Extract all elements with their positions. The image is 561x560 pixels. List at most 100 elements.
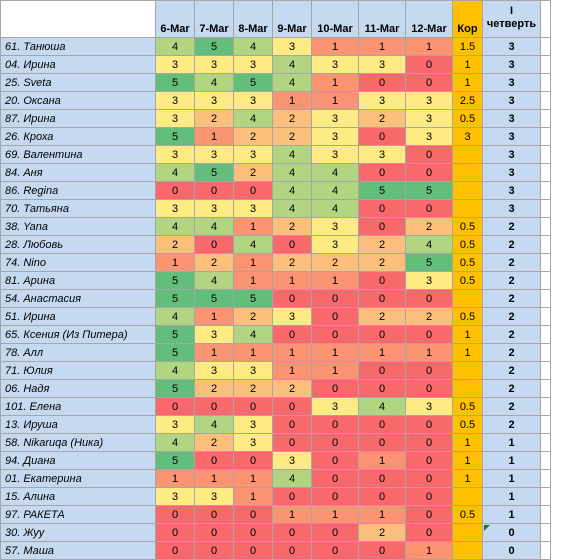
score-cell[interactable]: 1 <box>358 451 406 470</box>
student-name-cell[interactable]: 01. Екатерина <box>0 469 156 488</box>
score-cell[interactable]: 2 <box>272 379 312 398</box>
student-name-cell[interactable]: 87. Ирина <box>0 109 156 128</box>
kor-cell[interactable] <box>452 379 483 398</box>
score-cell[interactable]: 4 <box>311 163 359 182</box>
kor-cell[interactable]: 1 <box>452 469 483 488</box>
score-cell[interactable]: 1 <box>358 37 406 56</box>
kor-cell[interactable]: 1 <box>452 73 483 92</box>
header-col-8-mar[interactable]: 8-Mar <box>233 0 273 38</box>
score-cell[interactable]: 0 <box>194 181 234 200</box>
kor-cell[interactable]: 0.5 <box>452 217 483 236</box>
empty-cell[interactable] <box>540 433 551 452</box>
header-name-cell[interactable] <box>0 0 156 38</box>
score-cell[interactable]: 0 <box>405 415 453 434</box>
score-cell[interactable]: 0 <box>358 271 406 290</box>
score-cell[interactable]: 3 <box>358 55 406 74</box>
empty-cell[interactable] <box>540 163 551 182</box>
score-cell[interactable]: 5 <box>405 253 453 272</box>
empty-cell[interactable] <box>540 505 551 524</box>
score-cell[interactable]: 2 <box>405 217 453 236</box>
score-cell[interactable]: 3 <box>194 325 234 344</box>
score-cell[interactable]: 2 <box>358 307 406 326</box>
score-cell[interactable]: 1 <box>311 73 359 92</box>
empty-cell[interactable] <box>540 325 551 344</box>
score-cell[interactable]: 0 <box>272 487 312 506</box>
header-col-11-mar[interactable]: 11-Mar <box>358 0 406 38</box>
score-cell[interactable]: 2 <box>233 127 273 146</box>
empty-cell[interactable] <box>540 37 551 56</box>
quarter-grade-cell[interactable]: 1 <box>482 487 541 506</box>
score-cell[interactable]: 5 <box>194 37 234 56</box>
student-name-cell[interactable]: 30. Жуу <box>0 523 156 542</box>
score-cell[interactable]: 1 <box>311 37 359 56</box>
empty-cell[interactable] <box>540 55 551 74</box>
kor-cell[interactable] <box>452 289 483 308</box>
score-cell[interactable]: 0 <box>272 289 312 308</box>
quarter-grade-cell[interactable]: 2 <box>482 361 541 380</box>
quarter-grade-cell[interactable]: 2 <box>482 289 541 308</box>
kor-cell[interactable] <box>452 487 483 506</box>
score-cell[interactable]: 3 <box>311 55 359 74</box>
score-cell[interactable]: 0 <box>311 325 359 344</box>
score-cell[interactable]: 1 <box>233 487 273 506</box>
score-cell[interactable]: 0 <box>311 379 359 398</box>
score-cell[interactable]: 1 <box>194 469 234 488</box>
empty-cell[interactable] <box>540 253 551 272</box>
kor-cell[interactable] <box>452 181 483 200</box>
empty-cell[interactable] <box>540 127 551 146</box>
quarter-grade-cell[interactable]: 2 <box>482 235 541 254</box>
score-cell[interactable]: 0 <box>405 55 453 74</box>
score-cell[interactable]: 4 <box>233 37 273 56</box>
score-cell[interactable]: 3 <box>311 217 359 236</box>
empty-cell[interactable] <box>540 271 551 290</box>
quarter-grade-cell[interactable]: 3 <box>482 181 541 200</box>
score-cell[interactable]: 5 <box>155 271 195 290</box>
score-cell[interactable]: 1 <box>272 505 312 524</box>
score-cell[interactable]: 0 <box>405 523 453 542</box>
score-cell[interactable]: 1 <box>233 343 273 362</box>
student-name-cell[interactable]: 94. Диана <box>0 451 156 470</box>
score-cell[interactable]: 0 <box>311 523 359 542</box>
kor-cell[interactable]: 0.5 <box>452 397 483 416</box>
student-name-cell[interactable]: 15. Алина <box>0 487 156 506</box>
score-cell[interactable]: 3 <box>233 91 273 110</box>
score-cell[interactable]: 4 <box>311 199 359 218</box>
score-cell[interactable]: 0 <box>311 469 359 488</box>
student-name-cell[interactable]: 38. Yana <box>0 217 156 236</box>
score-cell[interactable]: 4 <box>358 397 406 416</box>
quarter-grade-cell[interactable]: 2 <box>482 307 541 326</box>
header-col-12-mar[interactable]: 12-Mar <box>405 0 453 38</box>
score-cell[interactable]: 2 <box>194 109 234 128</box>
score-cell[interactable]: 1 <box>155 253 195 272</box>
student-name-cell[interactable]: 28. Любовь <box>0 235 156 254</box>
student-name-cell[interactable]: 81. Арина <box>0 271 156 290</box>
score-cell[interactable]: 0 <box>194 451 234 470</box>
score-cell[interactable]: 1 <box>311 91 359 110</box>
header-col-7-mar[interactable]: 7-Mar <box>194 0 234 38</box>
score-cell[interactable]: 3 <box>194 487 234 506</box>
score-cell[interactable]: 0 <box>405 487 453 506</box>
empty-cell[interactable] <box>540 109 551 128</box>
student-name-cell[interactable]: 65. Ксения (Из Питера) <box>0 325 156 344</box>
score-cell[interactable]: 0 <box>358 415 406 434</box>
empty-cell[interactable] <box>540 181 551 200</box>
empty-cell[interactable] <box>540 361 551 380</box>
score-cell[interactable]: 4 <box>155 433 195 452</box>
score-cell[interactable]: 3 <box>233 361 273 380</box>
score-cell[interactable]: 1 <box>405 37 453 56</box>
header-col-9-mar[interactable]: 9-Mar <box>272 0 312 38</box>
score-cell[interactable]: 4 <box>155 307 195 326</box>
score-cell[interactable]: 3 <box>194 199 234 218</box>
score-cell[interactable]: 4 <box>194 73 234 92</box>
score-cell[interactable]: 0 <box>358 199 406 218</box>
kor-cell[interactable]: 2.5 <box>452 91 483 110</box>
score-cell[interactable]: 1 <box>311 505 359 524</box>
kor-cell[interactable]: 3 <box>452 127 483 146</box>
score-cell[interactable]: 2 <box>194 253 234 272</box>
score-cell[interactable]: 0 <box>405 433 453 452</box>
score-cell[interactable]: 3 <box>233 415 273 434</box>
score-cell[interactable]: 1 <box>358 343 406 362</box>
score-cell[interactable]: 0 <box>405 505 453 524</box>
score-cell[interactable]: 5 <box>405 181 453 200</box>
score-cell[interactable]: 4 <box>272 55 312 74</box>
